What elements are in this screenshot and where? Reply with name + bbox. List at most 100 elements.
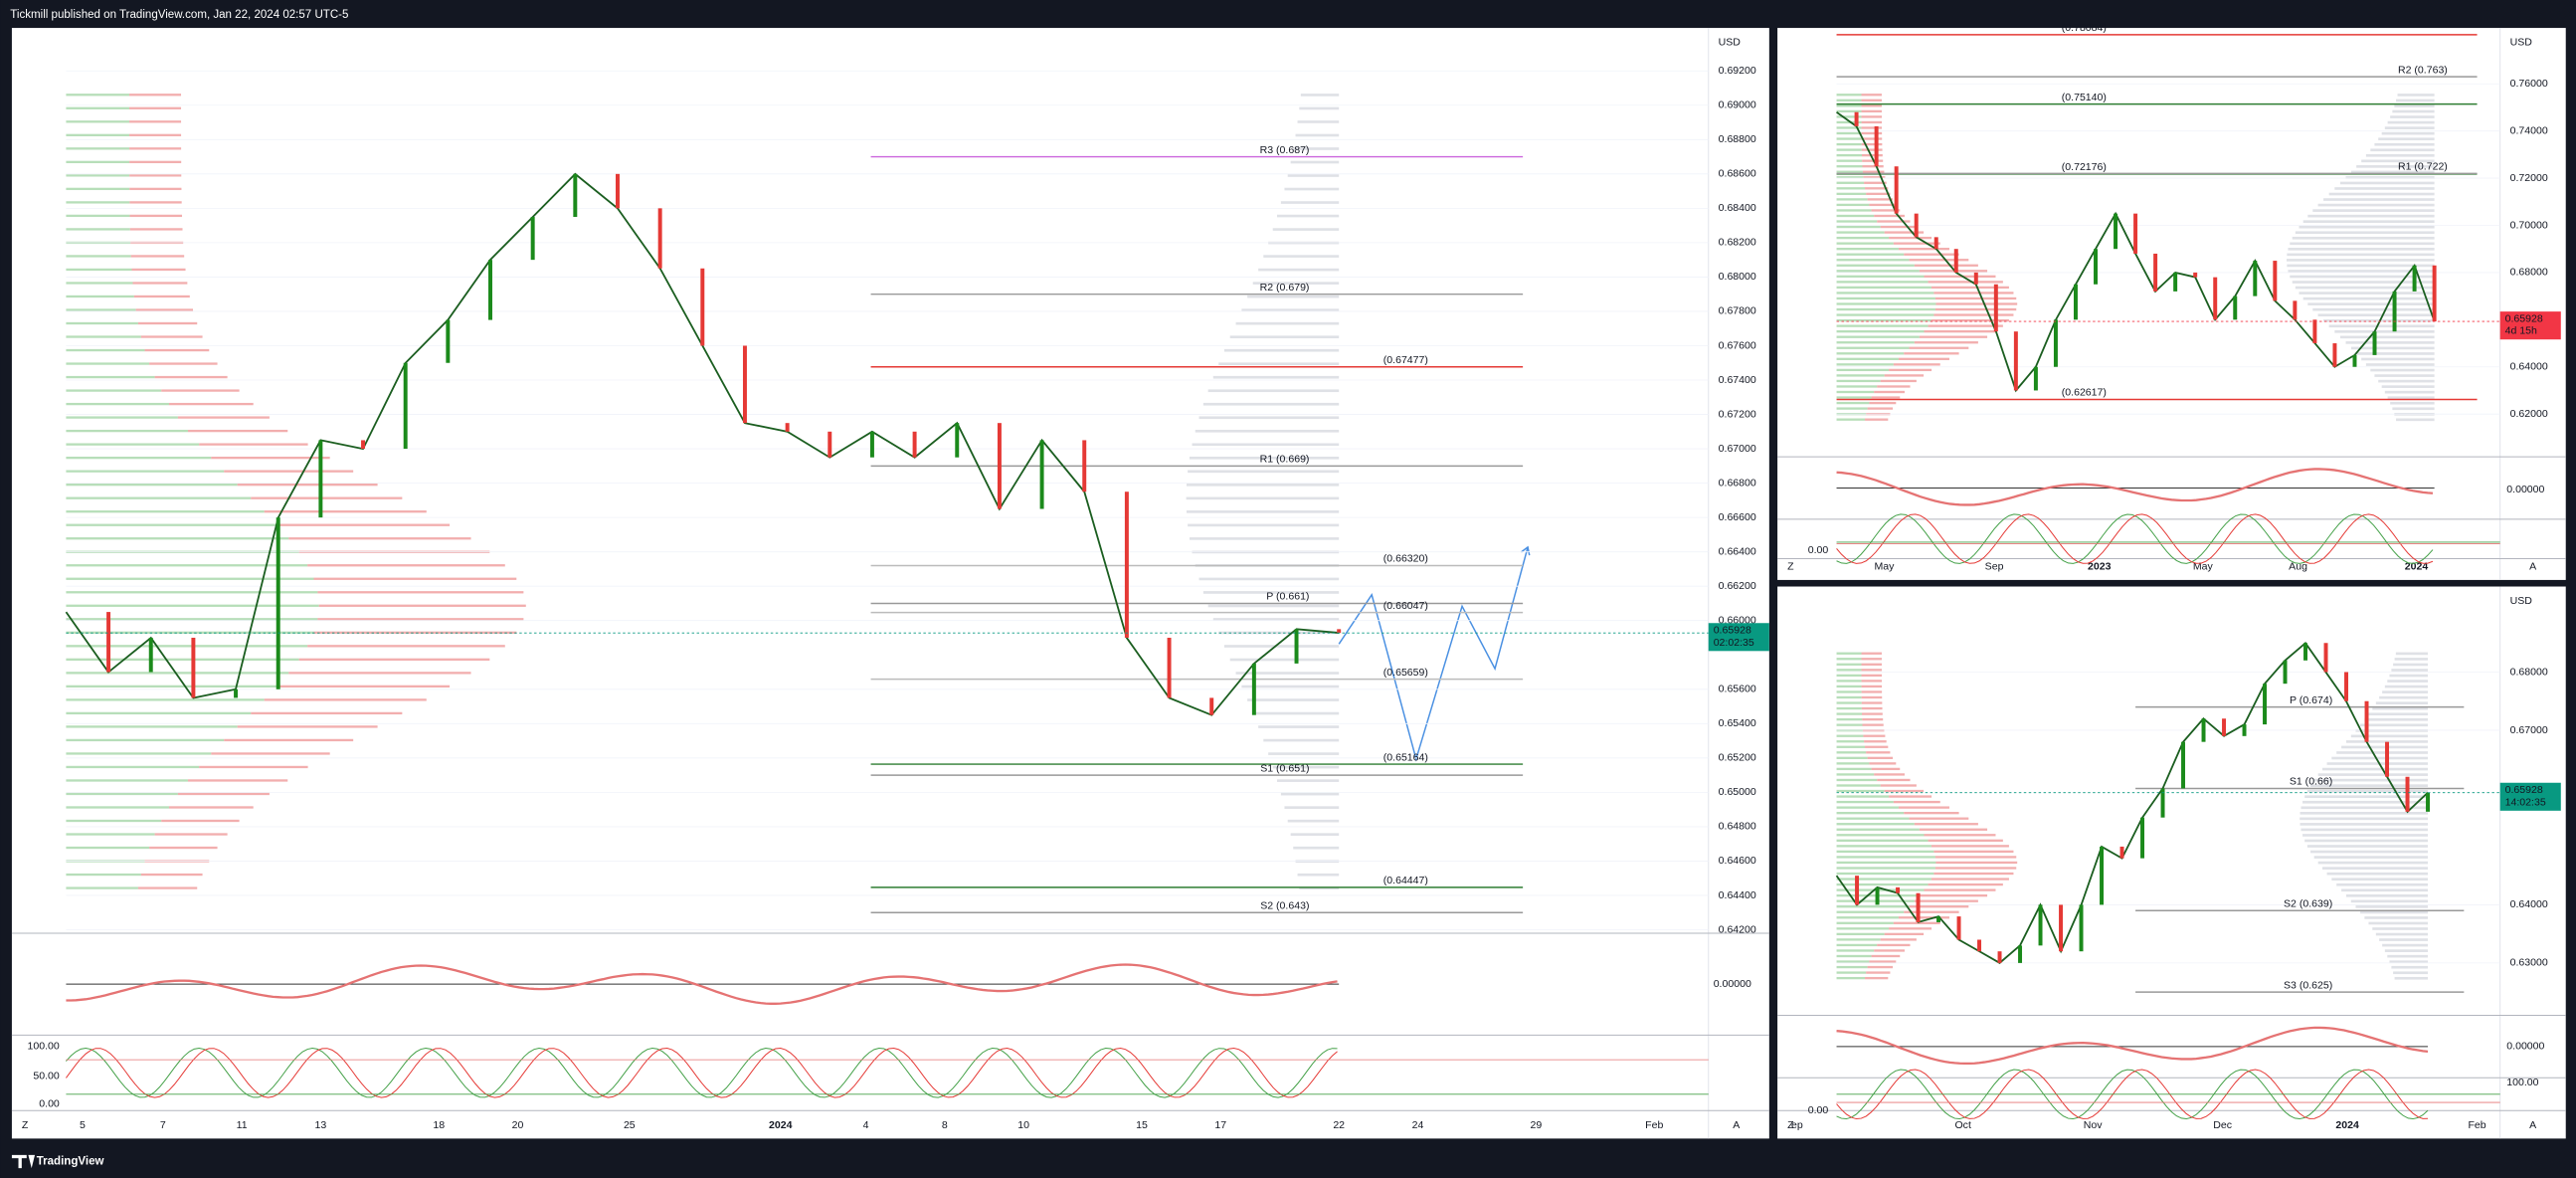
candle: [2119, 846, 2124, 859]
stochastic-k: [1836, 1069, 2429, 1120]
volume-profile: [1861, 652, 1882, 655]
volume-profile: [1836, 401, 1870, 405]
volume-profile: [1914, 264, 1978, 267]
volume-profile: [129, 147, 182, 150]
x-tick-label: Feb: [1645, 1119, 1663, 1131]
volume-profile: [1867, 198, 1894, 201]
candle: [1294, 629, 1299, 664]
volume-profile-grey: [2390, 401, 2435, 405]
candle: [2233, 295, 2238, 320]
volume-profile: [1924, 275, 1996, 278]
volume-profile-grey: [1235, 672, 1340, 675]
candle: [2018, 945, 2023, 963]
volume-profile: [1861, 669, 1882, 672]
volume-profile: [66, 120, 130, 123]
volume-profile-grey: [2302, 800, 2429, 804]
volume-profile: [1836, 374, 1885, 377]
volume-profile: [1836, 778, 1878, 782]
volume-profile: [1909, 905, 1969, 908]
candle: [2312, 319, 2317, 344]
volume-profile-grey: [2392, 407, 2435, 411]
volume-profile: [199, 443, 308, 446]
volume-profile: [1836, 363, 1894, 366]
volume-profile-grey: [2365, 363, 2435, 366]
volume-profile: [131, 268, 186, 272]
volume-profile-grey: [2317, 313, 2435, 317]
indicator-label: 0.00000: [2506, 1041, 2544, 1053]
x-tick-label: 22: [1333, 1119, 1345, 1131]
volume-profile: [66, 833, 155, 836]
level-label: S1 (0.66): [2290, 776, 2332, 788]
volume-profile: [1836, 142, 1862, 146]
x-tick-label: 2023: [2088, 561, 2112, 573]
volume-profile-grey: [1186, 484, 1340, 487]
volume-profile-grey: [2336, 751, 2429, 754]
y-tick-label: 0.68000: [2510, 267, 2548, 279]
y-tick-label: 0.66600: [1719, 511, 1756, 523]
volume-profile: [66, 792, 178, 796]
volume-profile: [1934, 856, 2017, 859]
volume-profile-grey: [1272, 765, 1340, 769]
volume-profile: [66, 577, 314, 580]
volume-profile: [1836, 302, 1936, 305]
candle: [1337, 629, 1342, 634]
volume-profile: [66, 873, 141, 877]
level-label: (0.65659): [1383, 667, 1428, 679]
volume-profile-grey: [2389, 960, 2429, 964]
volume-profile: [1836, 198, 1868, 201]
volume-profile: [1836, 236, 1890, 240]
volume-profile-grey: [2295, 286, 2435, 290]
volume-profile: [66, 416, 178, 419]
volume-profile: [1867, 756, 1894, 759]
y-tick-label: 0.74000: [2510, 124, 2548, 136]
volume-profile: [1836, 789, 1885, 793]
volume-profile-grey: [2300, 812, 2429, 815]
volume-profile: [1864, 740, 1887, 743]
volume-profile-grey: [1229, 335, 1340, 339]
volume-profile-grey: [2300, 823, 2429, 826]
volume-profile: [1871, 396, 1901, 399]
volume-profile: [1836, 407, 1868, 410]
volume-profile-grey: [2312, 307, 2435, 311]
volume-profile-grey: [2288, 270, 2435, 273]
volume-profile-grey: [2310, 784, 2429, 787]
volume-profile: [66, 806, 169, 809]
y-tick-label: 0.64200: [1719, 923, 1756, 935]
volume-profile: [1836, 187, 1866, 190]
volume-profile: [1861, 131, 1883, 135]
volume-profile: [1861, 680, 1883, 683]
volume-profile-grey: [2361, 357, 2435, 361]
y-tick-label: 0.67400: [1719, 374, 1756, 386]
volume-profile: [66, 402, 169, 406]
volume-profile: [1874, 390, 1905, 394]
volume-profile-grey: [1252, 282, 1340, 285]
currency: USD: [2510, 37, 2533, 49]
volume-profile: [1836, 960, 1870, 963]
volume-profile: [1889, 795, 1932, 798]
volume-profile: [66, 765, 200, 769]
indicator-label: 0.00000: [1714, 978, 1751, 990]
candle: [2033, 366, 2038, 391]
volume-profile: [1836, 259, 1910, 262]
volume-profile: [1836, 286, 1932, 290]
volume-profile-grey: [2323, 318, 2435, 322]
volume-profile-grey: [1188, 470, 1340, 474]
volume-profile: [66, 174, 130, 177]
volume-profile-grey: [1268, 752, 1340, 755]
volume-profile: [66, 496, 252, 499]
candle: [2053, 319, 2058, 367]
level-label: R1 (0.669): [1260, 454, 1310, 466]
candle: [1997, 951, 2002, 963]
volume-profile: [1880, 225, 1917, 229]
volume-profile-grey: [2306, 789, 2429, 793]
y-tick-label: 0.65000: [1719, 786, 1756, 798]
y-tick-label: 0.72000: [2510, 172, 2548, 184]
candle: [2405, 776, 2410, 812]
candle: [2073, 284, 2078, 320]
candle: [869, 431, 874, 458]
x-tick-label: ep: [1791, 1119, 1803, 1131]
volume-profile: [1836, 264, 1915, 267]
volume-profile: [1836, 170, 1863, 173]
candle: [1973, 272, 1978, 285]
volume-profile-grey: [2382, 690, 2429, 693]
